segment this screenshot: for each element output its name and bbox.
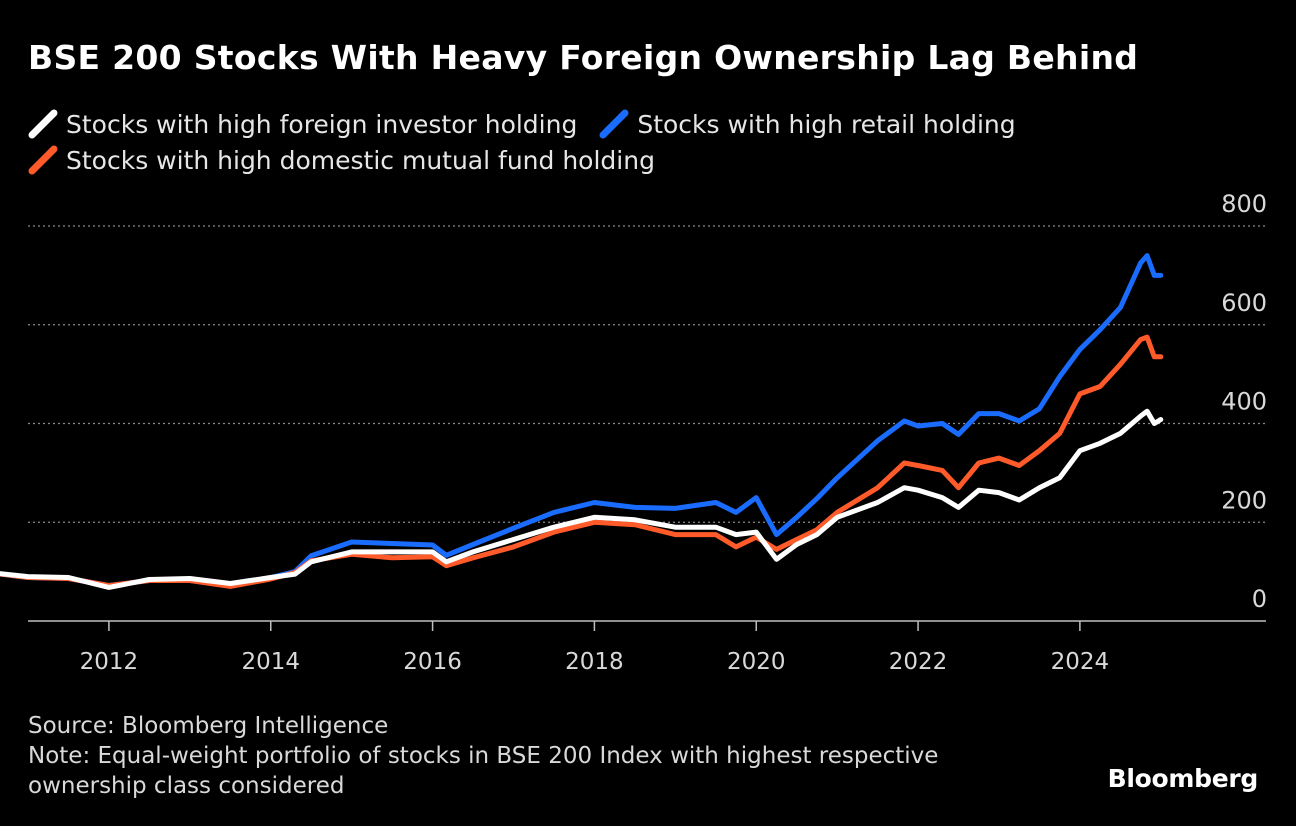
legend-swatch-retail bbox=[599, 109, 629, 139]
series-line-foreign bbox=[0, 408, 1164, 590]
legend-label-mutual-fund: Stocks with high domestic mutual fund ho… bbox=[66, 145, 655, 175]
series-line-mutual-fund bbox=[0, 334, 1164, 589]
legend-swatch-foreign bbox=[28, 109, 58, 139]
y-tick-label: 0 bbox=[1252, 585, 1267, 613]
x-tick-label: 2020 bbox=[727, 649, 786, 675]
y-tick-label: 600 bbox=[1221, 289, 1267, 317]
legend: Stocks with high foreign investor holdin… bbox=[28, 106, 1038, 178]
legend-label-retail: Stocks with high retail holding bbox=[637, 109, 1016, 139]
note-line-1: Note: Equal-weight portfolio of stocks i… bbox=[28, 743, 939, 769]
legend-item-foreign: Stocks with high foreign investor holdin… bbox=[28, 109, 577, 139]
y-tick-label: 200 bbox=[1221, 486, 1267, 514]
source-note: Source: Bloomberg Intelligence bbox=[28, 713, 389, 739]
legend-label-foreign: Stocks with high foreign investor holdin… bbox=[66, 109, 578, 139]
x-tick-label: 2022 bbox=[889, 649, 948, 675]
series-line-retail bbox=[0, 253, 1164, 588]
note-line-2: ownership class considered bbox=[28, 773, 345, 799]
x-tick-label: 2016 bbox=[403, 649, 462, 675]
y-tick-label: 400 bbox=[1221, 388, 1267, 416]
x-tick-label: 2012 bbox=[80, 649, 139, 675]
bloomberg-logo: Bloomberg bbox=[1107, 764, 1259, 793]
x-tick-label: 2018 bbox=[565, 649, 624, 675]
x-tick-label: 2024 bbox=[1051, 649, 1110, 675]
chart-title: BSE 200 Stocks With Heavy Foreign Owners… bbox=[28, 38, 1139, 77]
legend-item-mutual-fund: Stocks with high domestic mutual fund ho… bbox=[28, 145, 655, 175]
x-tick-label: 2014 bbox=[241, 649, 300, 675]
footer: Source: Bloomberg Intelligence Note: Equ… bbox=[28, 711, 938, 801]
legend-swatch-mutual-fund bbox=[28, 145, 58, 175]
legend-item-retail: Stocks with high retail holding bbox=[599, 109, 1016, 139]
y-tick-label: 800 bbox=[1221, 190, 1267, 218]
